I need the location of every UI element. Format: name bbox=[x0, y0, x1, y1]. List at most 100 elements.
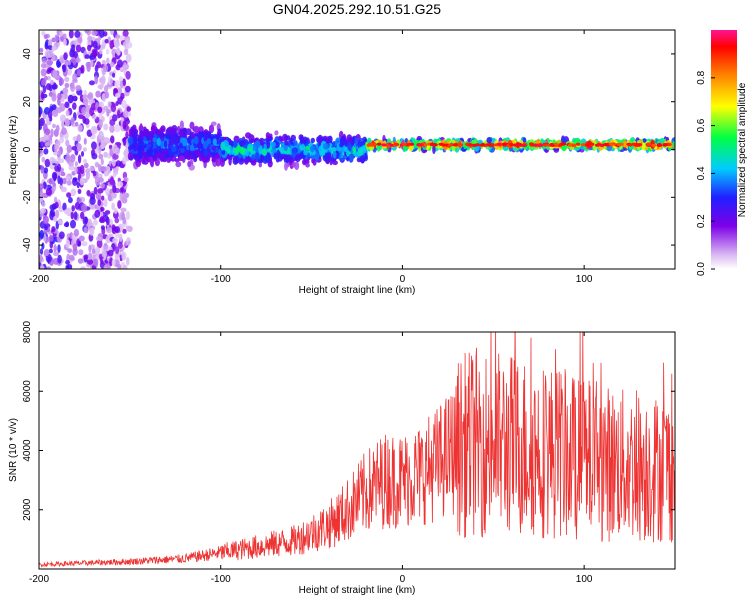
spectrogram-cell bbox=[51, 53, 56, 62]
spectrogram-cell bbox=[480, 143, 486, 147]
spectrogram-cell bbox=[39, 106, 43, 116]
spectrogram-cell bbox=[86, 63, 91, 72]
spectrogram-cell bbox=[251, 154, 255, 161]
spectrogram-cell bbox=[305, 163, 310, 168]
spectrogram-cell bbox=[575, 142, 581, 146]
spectrogram-cell bbox=[348, 153, 355, 160]
spectrogram-cell bbox=[62, 33, 67, 39]
spectrogram-cell bbox=[78, 114, 84, 119]
spectrogram-cell bbox=[70, 188, 77, 197]
spectrogram-cell bbox=[53, 257, 59, 265]
spectrogram-cell bbox=[65, 239, 71, 249]
spectrogram-cell bbox=[447, 143, 453, 147]
y-tick-label: 20 bbox=[22, 96, 33, 108]
spectrogram-cell bbox=[109, 178, 114, 185]
spectrogram-cell bbox=[286, 154, 293, 163]
spectrogram-cell bbox=[122, 216, 127, 225]
spectrogram-cell bbox=[138, 150, 143, 160]
spectrogram-cell bbox=[98, 112, 103, 119]
spectrogram-cell bbox=[114, 40, 120, 49]
spectrogram-cell bbox=[63, 222, 69, 227]
spectrogram-cell bbox=[616, 142, 622, 147]
spectrogram-cell bbox=[203, 140, 208, 150]
spectrogram-cell bbox=[111, 157, 116, 167]
spectrogram-cell bbox=[109, 61, 115, 68]
spectrogram-cell bbox=[74, 202, 80, 210]
spectrogram-cell bbox=[388, 143, 394, 147]
spectrogram-cell bbox=[84, 30, 90, 34]
spectrogram-cell bbox=[340, 135, 346, 145]
spectrogram-cell bbox=[542, 143, 548, 147]
spectrogram-cell bbox=[125, 38, 130, 44]
spectrogram-cell bbox=[148, 146, 154, 156]
spectrogram-cell bbox=[217, 128, 222, 137]
spectrogram-cell bbox=[89, 107, 94, 117]
spectrogram-cell bbox=[193, 151, 199, 159]
spectrogram-cell bbox=[40, 208, 46, 214]
spectrogram-cell bbox=[100, 77, 105, 87]
spectrogram-cell bbox=[111, 258, 116, 267]
spectrogram-cell bbox=[98, 130, 104, 140]
spectrogram-cell bbox=[65, 139, 70, 147]
spectrogram-cell bbox=[180, 147, 185, 154]
spectrogram-cell bbox=[325, 152, 332, 161]
spectrogram-cell bbox=[119, 187, 124, 195]
spectrogram-cell bbox=[122, 120, 127, 130]
spectrogram-cell bbox=[120, 92, 125, 100]
spectrogram-cell bbox=[104, 210, 111, 215]
spectrogram-cell bbox=[70, 84, 75, 92]
y-tick-label: 40 bbox=[22, 48, 33, 60]
spectrogram-cell bbox=[112, 237, 119, 243]
spectrogram-cell bbox=[40, 265, 45, 269]
spectrogram-cell bbox=[39, 47, 44, 53]
spectrogram-cell bbox=[623, 140, 627, 148]
x-tick-label: -100 bbox=[211, 574, 231, 585]
spectrogram-cell bbox=[54, 201, 59, 209]
spectrogram-x-label: Height of straight line (km) bbox=[299, 285, 416, 296]
spectrogram-cell bbox=[42, 215, 49, 225]
spectrogram-cell bbox=[71, 205, 75, 212]
spectrogram-cell bbox=[97, 199, 102, 206]
spectrogram-cell bbox=[66, 192, 72, 198]
spectrogram-cell bbox=[104, 85, 109, 93]
spectrogram-cell bbox=[271, 141, 277, 148]
spectrogram-cell bbox=[41, 242, 45, 250]
y-tick-label: -20 bbox=[22, 190, 33, 205]
spectrogram-cell bbox=[80, 151, 85, 157]
spectrogram-cell bbox=[50, 128, 54, 138]
spectrogram-cell bbox=[112, 167, 119, 173]
spectrogram-cell bbox=[43, 167, 49, 174]
spectrogram-cell bbox=[72, 73, 78, 82]
spectrogram-cell bbox=[47, 76, 51, 81]
spectrogram-cell bbox=[224, 146, 228, 152]
spectrogram-cell bbox=[107, 101, 112, 108]
spectrogram-cell bbox=[238, 158, 245, 165]
spectrogram-cell bbox=[646, 142, 652, 146]
spectrogram-cell bbox=[59, 114, 67, 123]
colorbar-tick-label: 0.6 bbox=[696, 118, 707, 132]
spectrogram-cell bbox=[432, 143, 438, 147]
spectrogram-y-label: Frequency (Hz) bbox=[8, 116, 19, 185]
spectrogram-cell bbox=[41, 31, 46, 36]
spectrogram-cell bbox=[105, 235, 112, 244]
spectrogram-cell bbox=[501, 142, 507, 146]
spectrogram-cell bbox=[89, 196, 96, 205]
y-tick-label: -40 bbox=[22, 237, 33, 252]
spectrogram-cell bbox=[142, 157, 149, 165]
spectrogram-cell bbox=[58, 158, 65, 164]
spectrogram-cell bbox=[370, 142, 376, 146]
spectrogram-cell bbox=[103, 198, 108, 207]
spectrogram-cell bbox=[97, 173, 103, 178]
spectrogram-cell bbox=[72, 102, 77, 110]
spectrogram-cell bbox=[100, 140, 105, 150]
spectrogram-cell bbox=[54, 34, 59, 43]
spectrogram-cell bbox=[166, 127, 172, 135]
spectrogram-cell bbox=[594, 143, 600, 147]
spectrogram-cell bbox=[44, 158, 51, 168]
spectrogram-cell bbox=[284, 161, 288, 171]
spectrogram-cell bbox=[52, 123, 56, 129]
spectrogram-cell bbox=[65, 175, 71, 180]
spectrogram-cell bbox=[261, 148, 267, 156]
spectrogram-cell bbox=[41, 57, 47, 63]
spectrogram-cell bbox=[96, 239, 103, 249]
